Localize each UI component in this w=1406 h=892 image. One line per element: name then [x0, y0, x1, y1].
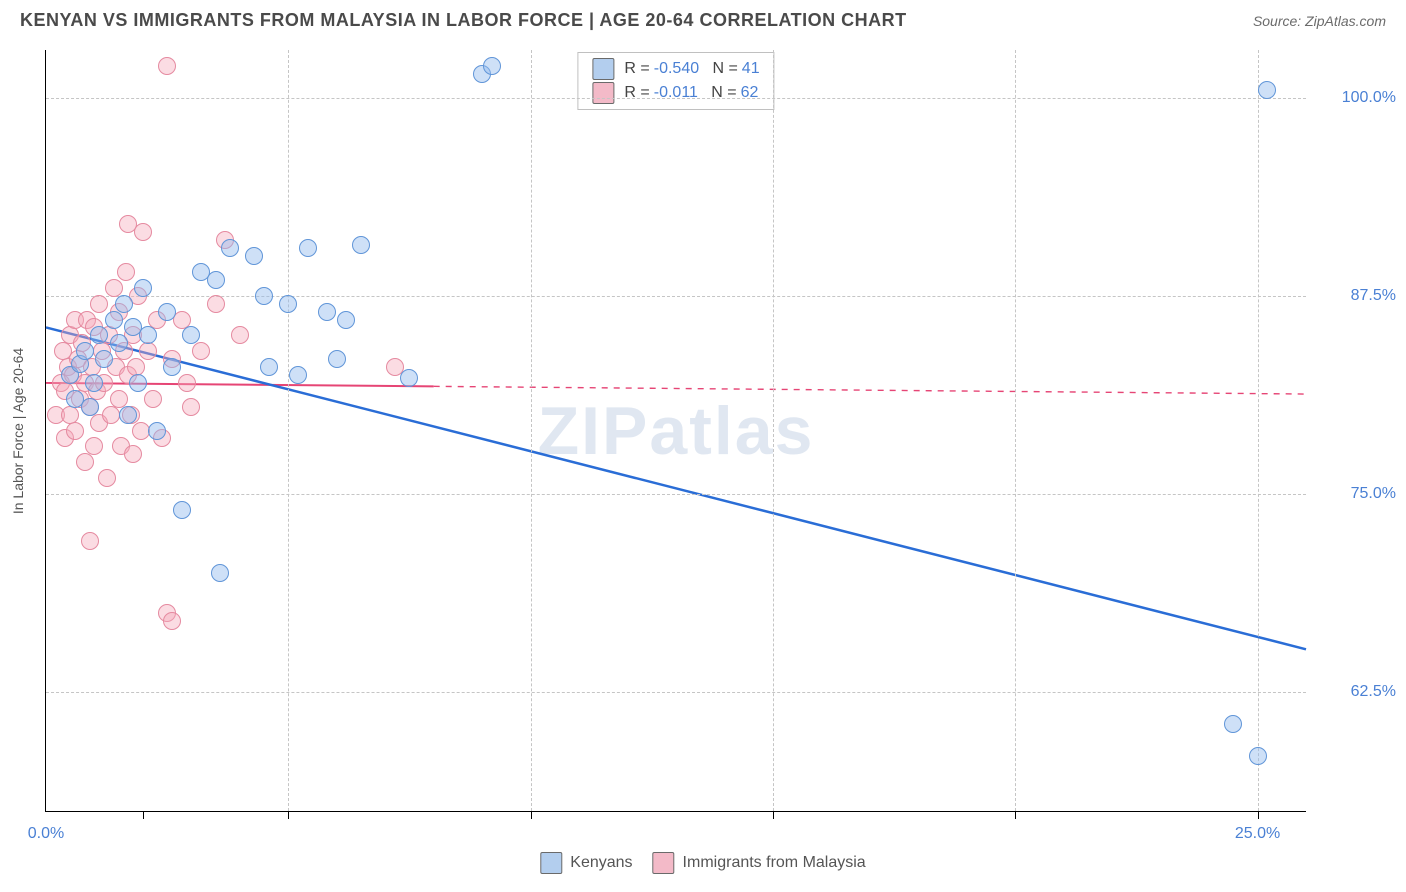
x-tick-label: 25.0%	[1235, 825, 1280, 843]
kenyans-marker	[129, 374, 147, 392]
kenyans-marker	[352, 236, 370, 254]
y-axis-label: In Labor Force | Age 20-64	[10, 347, 26, 513]
gridline-horizontal	[46, 494, 1306, 495]
malaysia-marker	[158, 57, 176, 75]
x-tick	[1258, 811, 1259, 819]
kenyans-marker	[182, 326, 200, 344]
malaysia-marker	[132, 422, 150, 440]
malaysia-marker	[66, 422, 84, 440]
kenyans-marker	[245, 247, 263, 265]
chart-title: KENYAN VS IMMIGRANTS FROM MALAYSIA IN LA…	[20, 10, 907, 31]
gridline-vertical	[1015, 50, 1016, 811]
kenyans-marker	[211, 564, 229, 582]
y-tick-label: 100.0%	[1342, 89, 1396, 107]
kenyans-marker	[173, 501, 191, 519]
kenyans-marker	[483, 57, 501, 75]
gridline-horizontal	[46, 296, 1306, 297]
kenyans-marker	[163, 358, 181, 376]
kenyans-marker	[95, 350, 113, 368]
kenyans-marker	[221, 239, 239, 257]
gridline-horizontal	[46, 692, 1306, 693]
malaysia-marker	[81, 532, 99, 550]
malaysia-marker	[192, 342, 210, 360]
x-tick	[773, 811, 774, 819]
y-tick-label: 75.0%	[1351, 485, 1396, 503]
kenyans-marker	[119, 406, 137, 424]
kenyans-marker	[90, 326, 108, 344]
malaysia-marker	[144, 390, 162, 408]
kenyans-marker	[134, 279, 152, 297]
malaysia-marker	[76, 453, 94, 471]
legend-label-malaysia: Immigrants from Malaysia	[683, 854, 866, 872]
swatch-kenyans-icon	[592, 58, 614, 80]
trend-lines-layer	[46, 50, 1306, 811]
swatch-malaysia-icon	[592, 82, 614, 104]
kenyans-marker	[328, 350, 346, 368]
scatter-chart: ZIPatlas In Labor Force | Age 20-64 R =-…	[45, 50, 1306, 812]
malaysia-marker	[134, 223, 152, 241]
malaysia-marker	[117, 263, 135, 281]
malaysia-marker	[102, 406, 120, 424]
gridline-vertical	[288, 50, 289, 811]
gridline-vertical	[1258, 50, 1259, 811]
kenyans-marker	[207, 271, 225, 289]
x-tick	[1015, 811, 1016, 819]
malaysia-marker	[178, 374, 196, 392]
gridline-vertical	[531, 50, 532, 811]
kenyans-marker	[1258, 81, 1276, 99]
kenyans-marker	[299, 239, 317, 257]
legend-label-kenyans: Kenyans	[570, 854, 632, 872]
gridline-horizontal	[46, 98, 1306, 99]
kenyans-marker	[337, 311, 355, 329]
correlation-row-1: R =-0.540 N =41	[592, 57, 759, 81]
kenyans-marker	[148, 422, 166, 440]
malaysia-marker	[85, 437, 103, 455]
legend-item-kenyans: Kenyans	[540, 852, 632, 874]
malaysia-marker	[139, 342, 157, 360]
kenyans-marker	[139, 326, 157, 344]
correlation-row-2: R =-0.011 N =62	[592, 81, 759, 105]
x-tick	[143, 811, 144, 819]
kenyans-marker	[76, 342, 94, 360]
malaysia-marker	[207, 295, 225, 313]
kenyans-marker	[110, 334, 128, 352]
kenyans-marker	[318, 303, 336, 321]
malaysia-marker	[182, 398, 200, 416]
chart-source: Source: ZipAtlas.com	[1253, 13, 1386, 29]
kenyans-marker	[289, 366, 307, 384]
kenyans-trendline-solid	[46, 327, 1306, 649]
legend-swatch-malaysia-icon	[653, 852, 675, 874]
kenyans-marker	[81, 398, 99, 416]
kenyans-marker	[1224, 715, 1242, 733]
chart-header: KENYAN VS IMMIGRANTS FROM MALAYSIA IN LA…	[0, 0, 1406, 36]
legend-swatch-kenyans-icon	[540, 852, 562, 874]
kenyans-marker	[260, 358, 278, 376]
kenyans-marker	[279, 295, 297, 313]
malaysia-marker	[163, 612, 181, 630]
kenyans-marker	[158, 303, 176, 321]
kenyans-marker	[1249, 747, 1267, 765]
y-tick-label: 87.5%	[1351, 287, 1396, 305]
kenyans-marker	[105, 311, 123, 329]
kenyans-marker	[400, 369, 418, 387]
correlation-text-1: R =-0.540 N =41	[624, 60, 759, 78]
kenyans-marker	[85, 374, 103, 392]
malaysia-marker	[231, 326, 249, 344]
y-tick-label: 62.5%	[1351, 683, 1396, 701]
x-tick	[531, 811, 532, 819]
malaysia-marker	[90, 295, 108, 313]
kenyans-marker	[255, 287, 273, 305]
x-tick-label: 0.0%	[28, 825, 64, 843]
malaysia-trendline-dashed	[434, 386, 1306, 394]
correlation-box: R =-0.540 N =41 R =-0.011 N =62	[577, 52, 774, 110]
gridline-vertical	[773, 50, 774, 811]
correlation-text-2: R =-0.011 N =62	[624, 84, 758, 102]
malaysia-marker	[124, 445, 142, 463]
legend-bottom: Kenyans Immigrants from Malaysia	[540, 852, 865, 874]
x-tick	[288, 811, 289, 819]
legend-item-malaysia: Immigrants from Malaysia	[653, 852, 866, 874]
kenyans-marker	[115, 295, 133, 313]
malaysia-marker	[98, 469, 116, 487]
